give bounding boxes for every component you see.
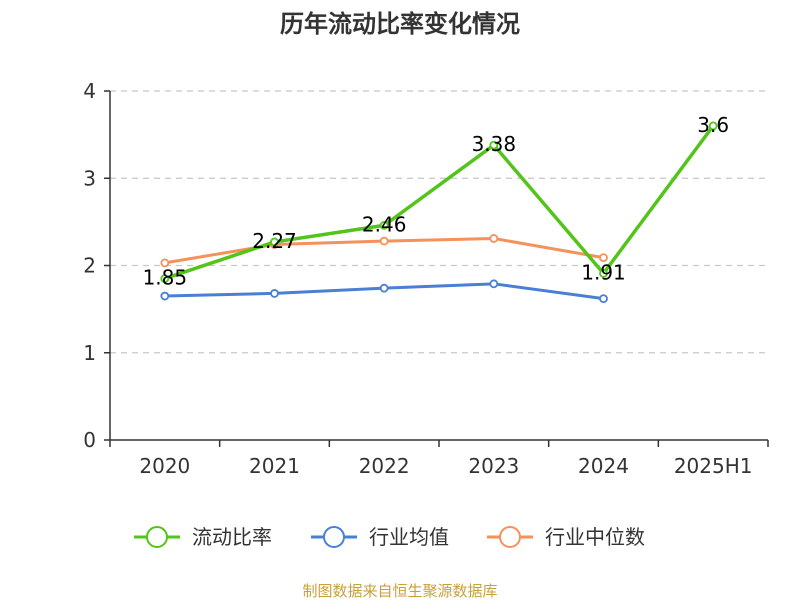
y-tick-label-3: 3 — [83, 166, 96, 190]
data-point-0-2025H1 — [708, 121, 718, 131]
legend-marker-2 — [499, 526, 521, 548]
legend[interactable]: 流动比率 行业均值 行业中位数 — [134, 525, 645, 549]
series-layer — [160, 121, 718, 304]
legend-label-0: 流动比率 — [192, 525, 272, 549]
data-labels: 1.85 2.27 2.46 3.38 1.91 3.6 — [143, 113, 730, 290]
data-label-2021: 2.27 — [252, 229, 297, 253]
data-label-2025H1: 3.6 — [697, 113, 729, 137]
legend-marker-0 — [146, 526, 168, 548]
data-point-0-2024 — [599, 268, 608, 278]
source-note: 制图数据来自恒生聚源数据库 — [302, 582, 497, 600]
y-tick-label-0: 0 — [83, 428, 96, 452]
data-label-2020: 1.85 — [143, 266, 188, 290]
x-tick-label-2024: 2024 — [578, 454, 629, 478]
legend-item-1[interactable]: 行业均值 — [311, 525, 449, 549]
legend-label-2: 行业中位数 — [545, 525, 645, 549]
y-tick-label-2: 2 — [83, 254, 96, 278]
data-point-1-2022 — [379, 283, 389, 293]
data-label-2024: 1.91 — [581, 260, 626, 284]
legend-label-1: 行业均值 — [369, 525, 449, 549]
legend-item-2[interactable]: 行业中位数 — [487, 525, 645, 549]
data-point-2-2020 — [160, 258, 170, 268]
x-tick-label-2021: 2021 — [249, 454, 300, 478]
data-point-0-2021 — [270, 237, 279, 247]
series-line-0 — [164, 124, 715, 281]
data-point-1-2020 — [160, 291, 170, 301]
legend-item-0[interactable]: 流动比率 — [134, 525, 272, 549]
x-tick-label-2025H1: 2025H1 — [674, 454, 753, 478]
data-point-1-2024 — [599, 294, 608, 304]
x-tick-label-2022: 2022 — [359, 454, 410, 478]
x-tick-label-2023: 2023 — [468, 454, 519, 478]
x-tick-label-2020: 2020 — [139, 454, 190, 478]
chart-title: 历年流动比率变化情况 — [280, 10, 520, 38]
data-point-2-2022 — [379, 236, 389, 246]
data-point-2-2024 — [599, 253, 608, 263]
data-point-2-2023 — [489, 234, 499, 243]
data-label-2023: 3.38 — [472, 132, 517, 156]
data-label-2022: 2.46 — [362, 212, 407, 236]
y-tick-label-4: 4 — [83, 79, 96, 103]
axes: 0 1 2 3 4 2020 2021 2022 2023 2024 2025H1 — [83, 79, 769, 478]
y-tick-label-1: 1 — [83, 341, 96, 365]
grid-lines — [110, 90, 768, 354]
legend-marker-1 — [323, 526, 345, 548]
data-point-0-2022 — [379, 220, 389, 230]
data-point-1-2021 — [270, 289, 279, 298]
data-point-0-2020 — [160, 274, 170, 283]
data-point-0-2023 — [489, 140, 499, 150]
data-point-1-2023 — [489, 279, 499, 289]
